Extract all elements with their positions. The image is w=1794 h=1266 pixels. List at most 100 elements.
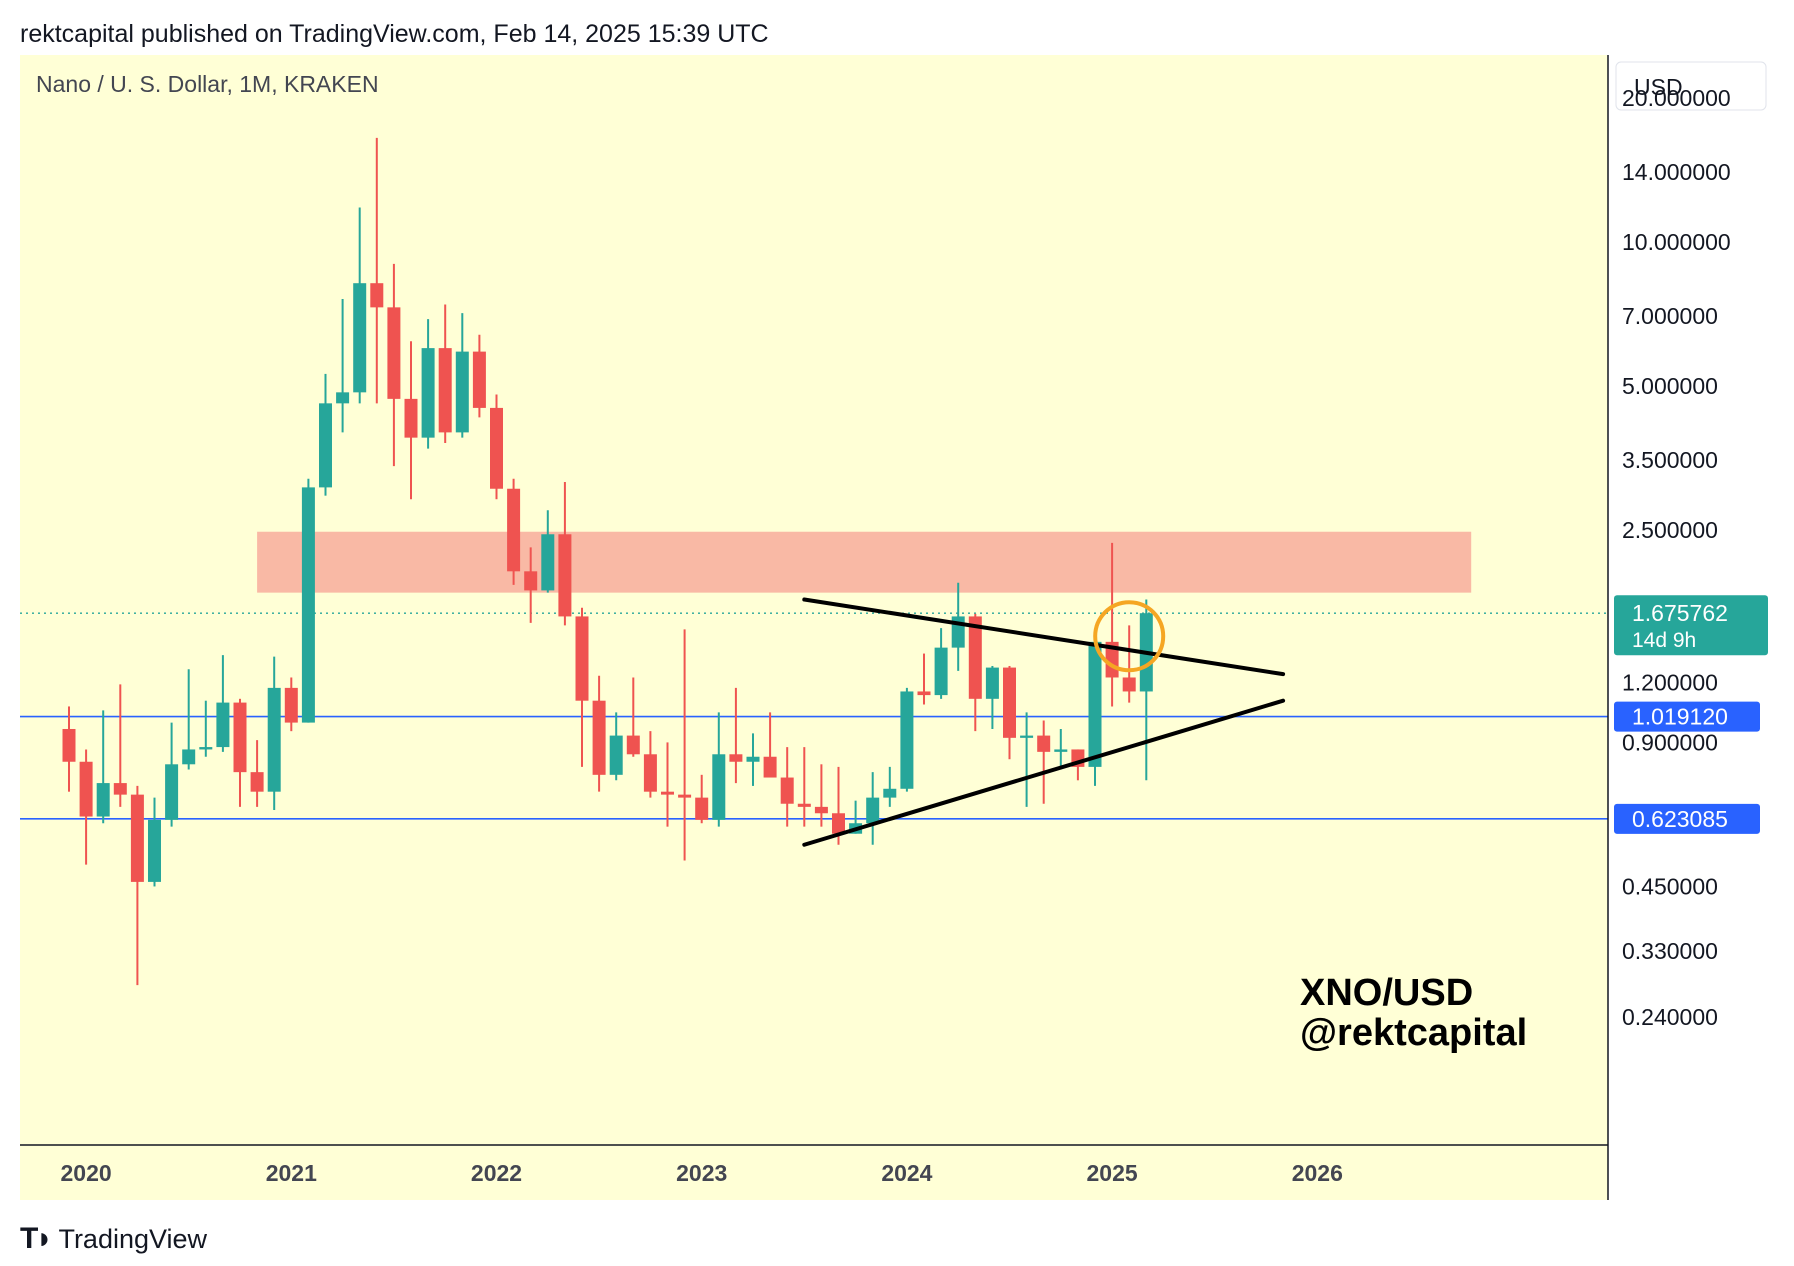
candle — [284, 677, 298, 732]
candle — [216, 655, 230, 752]
candle-body — [387, 307, 401, 399]
candle-body — [968, 616, 982, 699]
currency-button[interactable]: USD — [1615, 61, 1767, 111]
candle-body — [541, 534, 555, 591]
candle — [575, 607, 589, 767]
candle — [507, 478, 521, 585]
candlestick-chart[interactable]: Nano / U. S. Dollar, 1M, KRAKEN XNO/USD … — [20, 55, 1785, 1200]
candle-body — [678, 794, 692, 798]
candle-body — [472, 351, 486, 408]
candle — [319, 373, 332, 496]
footer-brand: TradingView — [58, 1223, 208, 1254]
candle-body — [267, 687, 281, 792]
trendline-descending — [802, 597, 1286, 677]
candles-group — [62, 137, 1153, 986]
candle — [182, 669, 196, 770]
candle-body — [336, 392, 350, 404]
tradingview-logo-icon: T◗ — [20, 1222, 53, 1255]
candle — [780, 747, 794, 827]
candle — [763, 712, 777, 778]
candle-body — [1003, 667, 1016, 738]
candle-body — [985, 667, 999, 699]
candle-body — [62, 728, 76, 762]
candle-body — [1054, 749, 1068, 752]
candle-body — [438, 348, 452, 433]
candle-body — [558, 534, 572, 617]
candle-body — [216, 702, 230, 748]
x-tick-label: 2022 — [471, 1160, 522, 1186]
candle — [267, 656, 281, 811]
candle — [524, 547, 538, 623]
candle — [1020, 712, 1034, 807]
y-tick-label: 3.500000 — [1622, 447, 1718, 473]
candle-body — [507, 488, 521, 572]
candle — [643, 731, 657, 798]
y-tick-label: 0.240000 — [1622, 1004, 1718, 1030]
candle — [746, 733, 760, 786]
candle-body — [301, 487, 315, 723]
candle — [1054, 728, 1068, 770]
current-price-label: 1.675762 — [1632, 600, 1728, 626]
candle-body — [404, 398, 418, 438]
level-price-label: 0.623085 — [1632, 806, 1728, 832]
y-tick-label: 10.000000 — [1622, 229, 1731, 255]
price-axis[interactable]: 20.000000 14.000000 10.000000 7.000000 5.000… — [1622, 85, 1731, 1030]
candle — [592, 675, 606, 792]
candle-body — [1020, 735, 1034, 738]
candle-body — [661, 791, 674, 795]
y-tick-label: 0.330000 — [1622, 938, 1718, 964]
highlight-circle — [1093, 600, 1166, 673]
candle — [626, 677, 640, 757]
candle-body — [353, 283, 367, 393]
candle-body — [866, 797, 880, 824]
candle-body — [592, 700, 606, 775]
candle-body — [96, 783, 110, 817]
y-tick-label: 0.450000 — [1622, 873, 1718, 899]
candle-body — [780, 777, 794, 804]
candle — [814, 764, 828, 827]
level-price-tag — [1614, 803, 1760, 834]
candle — [712, 712, 726, 827]
symbol-title: Nano / U. S. Dollar, 1M, KRAKEN — [36, 71, 379, 97]
candle — [1003, 665, 1016, 760]
candle — [609, 712, 623, 781]
candle — [968, 613, 982, 732]
candle-body — [113, 783, 127, 795]
candle — [917, 653, 931, 705]
time-axis[interactable]: 2020 2021 2022 2023 2024 2025 2026 — [61, 1160, 1343, 1186]
candle — [883, 766, 897, 807]
candle-body — [934, 647, 948, 696]
candle — [387, 263, 401, 467]
candle-body — [609, 735, 623, 775]
watermark-author: @rektcapital — [1300, 1012, 1527, 1054]
candle-body — [524, 571, 538, 591]
candle — [985, 665, 999, 729]
x-tick-label: 2026 — [1292, 1160, 1343, 1186]
candle — [472, 334, 486, 418]
candle-body — [1122, 677, 1136, 692]
candle — [96, 710, 110, 824]
trendline-ascending — [802, 698, 1286, 847]
currency-button-label[interactable]: USD — [1634, 74, 1683, 100]
candle — [900, 687, 914, 792]
candle — [455, 313, 469, 438]
candle — [1122, 625, 1136, 703]
candle — [866, 772, 880, 845]
candle-countdown-label: 14d 9h — [1632, 629, 1696, 652]
currency-button-box[interactable] — [1615, 61, 1767, 111]
candle-body — [917, 691, 931, 696]
candle — [438, 304, 452, 444]
candle — [130, 785, 144, 986]
candle-body — [763, 756, 777, 778]
candle-body — [797, 803, 811, 807]
candle — [421, 319, 435, 449]
candle — [353, 207, 367, 404]
candle — [404, 341, 418, 500]
candle-body — [695, 797, 709, 820]
watermark-pair: XNO/USD — [1300, 972, 1473, 1014]
candle-body — [148, 819, 161, 882]
publish-line: rektcapital published on TradingView.com… — [20, 20, 769, 48]
candle-body — [284, 687, 298, 723]
candle — [250, 740, 264, 807]
candle-body — [575, 616, 589, 701]
